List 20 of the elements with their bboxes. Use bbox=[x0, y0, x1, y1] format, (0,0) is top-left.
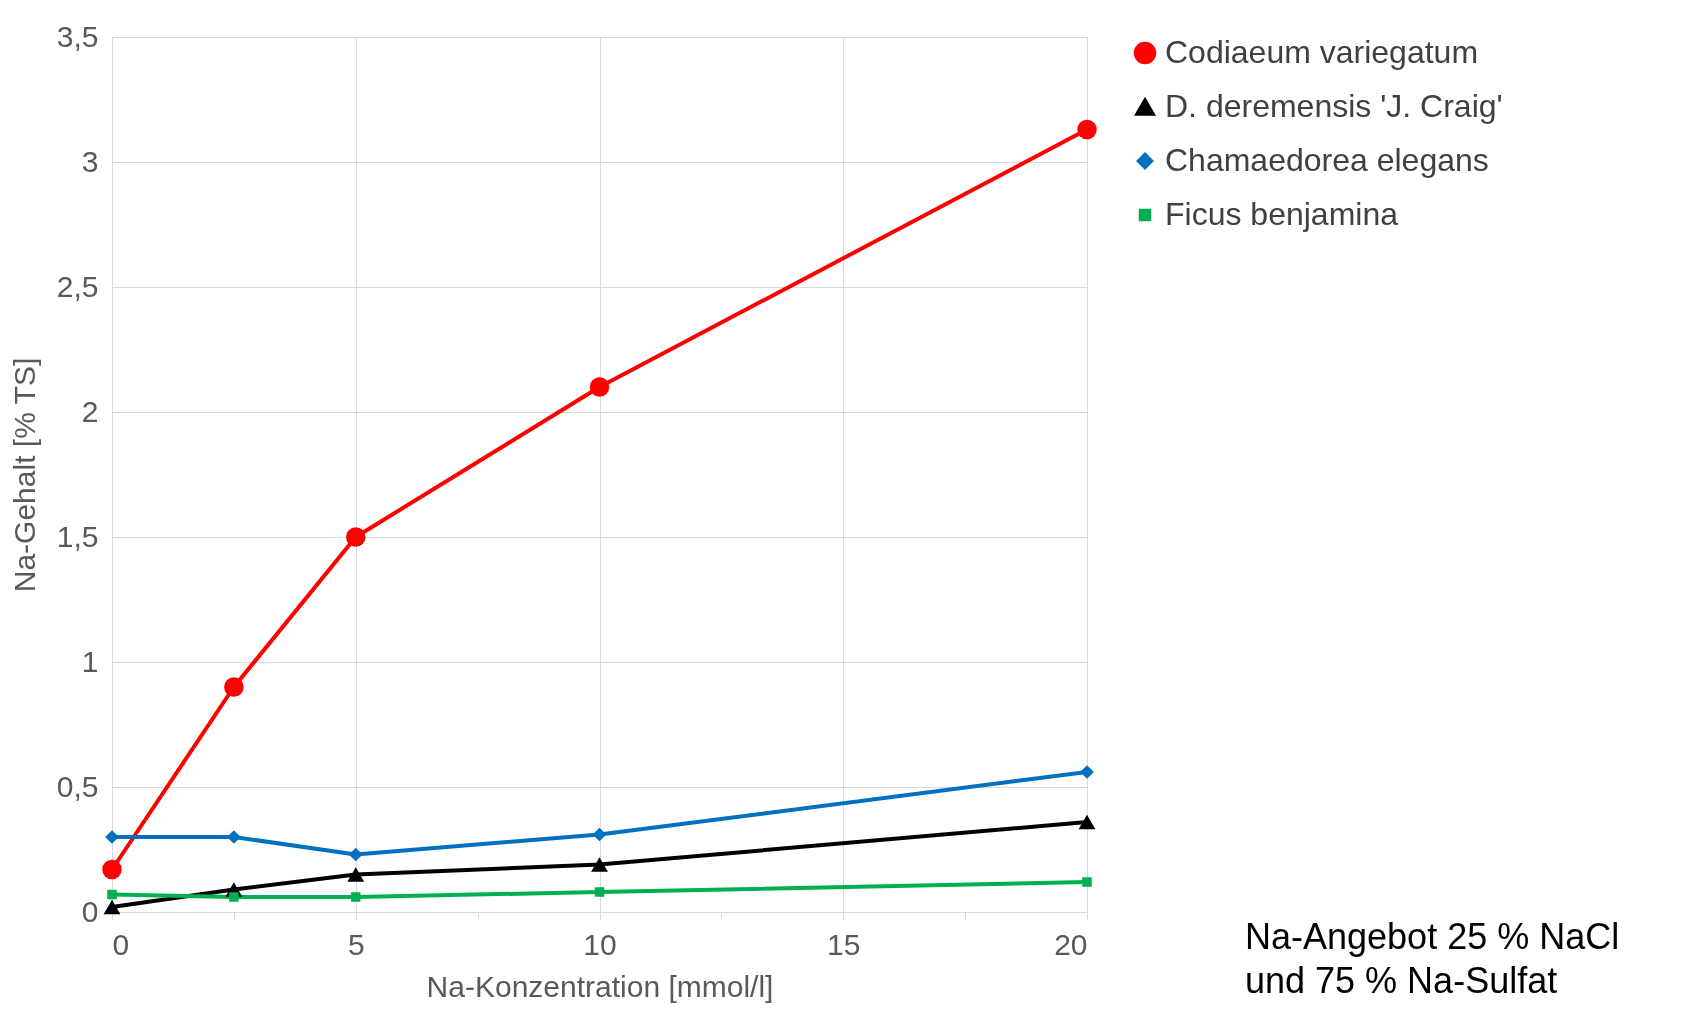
y-tick-label: 1 bbox=[81, 644, 99, 678]
y-tick-label: 3 bbox=[81, 144, 99, 178]
y-tick-label: 0 bbox=[81, 894, 99, 928]
text: Na-Angebot 25 % NaCl und 75 % Na-Sulfat bbox=[1245, 915, 1620, 1003]
y-tick-label: 0,5 bbox=[56, 769, 99, 803]
x-tick-label: 0 bbox=[112, 927, 130, 961]
x-tick-label: 10 bbox=[583, 927, 617, 961]
legend-label: Ficus benjamina bbox=[1165, 196, 1399, 232]
y-axis-title: Na-Gehalt [% TS] bbox=[7, 357, 41, 593]
legend-label: Codiaeum variegatum bbox=[1165, 34, 1479, 70]
y-tick-label: 2 bbox=[81, 394, 99, 428]
x-tick-label: 20 bbox=[1054, 927, 1088, 961]
x-tick-label: 15 bbox=[827, 927, 861, 961]
x-axis-title: Na-Konzentration [mmol/l] bbox=[426, 969, 774, 1003]
y-tick-label: 2,5 bbox=[56, 269, 99, 303]
legend-label: D. deremensis 'J. Craig' bbox=[1165, 88, 1503, 124]
y-tick-label: 1,5 bbox=[56, 519, 99, 553]
y-tick-label: 3,5 bbox=[56, 19, 99, 53]
legend-label: Chamaedorea elegans bbox=[1165, 142, 1489, 178]
x-tick-label: 5 bbox=[347, 927, 365, 961]
